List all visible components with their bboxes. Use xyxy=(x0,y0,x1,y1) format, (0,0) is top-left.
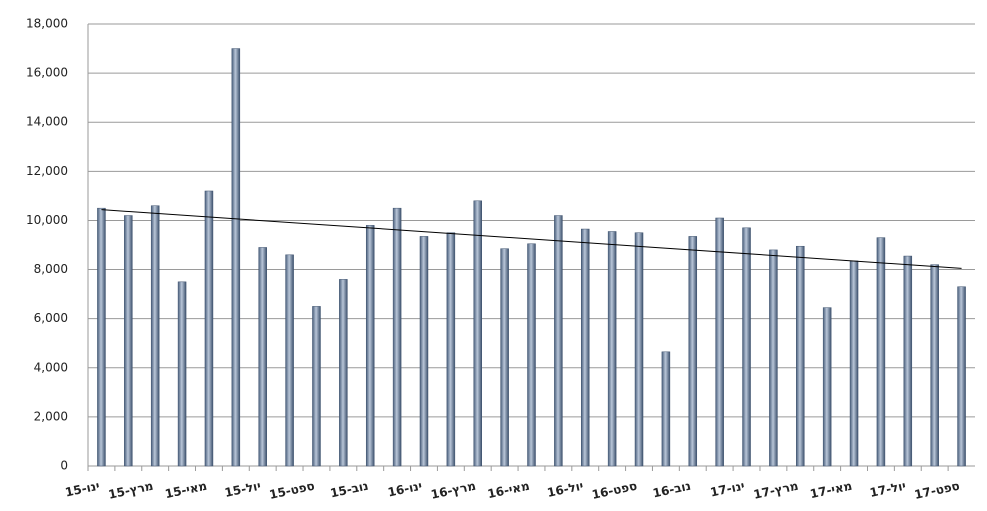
x-tick-label: מרץ-17 xyxy=(752,479,799,502)
bar xyxy=(930,264,939,467)
bar xyxy=(957,286,966,467)
bar xyxy=(312,306,321,467)
bar xyxy=(365,225,375,467)
bar xyxy=(688,236,698,467)
bar xyxy=(124,215,133,467)
y-tick-label: 8,000 xyxy=(34,262,68,276)
bar xyxy=(554,215,563,467)
x-tick-label: מרץ-16 xyxy=(430,479,477,502)
y-tick-label: 18,000 xyxy=(26,17,68,31)
bar xyxy=(849,260,859,467)
bar xyxy=(97,207,106,467)
bar xyxy=(473,200,482,467)
y-tick-label: 6,000 xyxy=(34,311,68,325)
bar xyxy=(339,279,348,467)
bar xyxy=(742,227,751,467)
x-tick-label: יול-16 xyxy=(546,479,585,500)
x-tick-label: ינו-15 xyxy=(64,479,101,500)
y-tick-label: 12,000 xyxy=(26,164,68,178)
bar xyxy=(822,307,832,467)
x-tick-label: יול-17 xyxy=(868,479,907,500)
bar xyxy=(500,248,509,467)
y-tick-label: 0 xyxy=(60,459,68,473)
bar xyxy=(204,190,214,467)
bar xyxy=(634,232,644,467)
y-tick-label: 2,000 xyxy=(34,409,68,423)
x-tick-label: נוב-15 xyxy=(329,479,370,501)
x-tick-label: יול-15 xyxy=(223,479,262,500)
y-tick-label: 14,000 xyxy=(26,115,68,129)
x-tick-label: ספט-15 xyxy=(268,479,316,502)
bar xyxy=(419,236,429,467)
bar xyxy=(258,247,267,467)
y-tick-label: 4,000 xyxy=(34,360,68,374)
x-tick-label: ינו-16 xyxy=(386,479,423,500)
x-tick-label: מאי-16 xyxy=(486,479,531,502)
x-tick-label: מאי-15 xyxy=(164,479,209,502)
bar xyxy=(607,231,617,467)
x-tick-label: נוב-16 xyxy=(651,479,692,501)
bar xyxy=(446,232,456,467)
bar xyxy=(769,249,778,467)
bar xyxy=(527,243,536,467)
x-tick-label: ינו-17 xyxy=(709,479,746,500)
x-tick-label: מרץ-15 xyxy=(107,479,154,502)
bar xyxy=(661,351,671,467)
x-tick-label: מאי-17 xyxy=(809,479,854,502)
bar xyxy=(231,48,241,467)
bar xyxy=(177,281,187,467)
x-tick-label: ספט-16 xyxy=(591,479,639,502)
x-tick-label: ספט-17 xyxy=(913,479,961,502)
bar xyxy=(876,237,886,467)
bar xyxy=(150,205,160,467)
bar xyxy=(903,255,913,467)
bar xyxy=(715,217,724,467)
bar xyxy=(392,207,402,467)
trendline xyxy=(101,209,962,269)
bar xyxy=(285,254,294,467)
y-tick-label: 16,000 xyxy=(26,66,68,80)
y-tick-label: 10,000 xyxy=(26,213,68,227)
bar xyxy=(796,245,805,467)
bar xyxy=(581,228,590,467)
